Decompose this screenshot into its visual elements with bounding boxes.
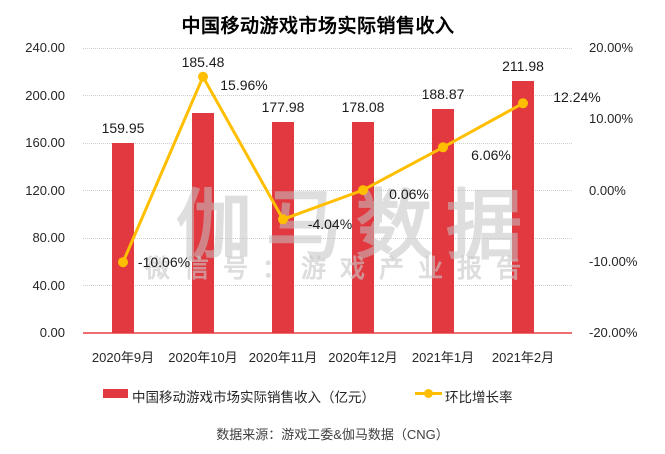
line-point-marker <box>358 185 368 196</box>
y-axis-left-tick: 80.00 <box>32 230 65 245</box>
gridline <box>83 142 572 144</box>
x-axis-label: 2020年12月 <box>328 350 398 365</box>
line-point-marker <box>118 257 128 268</box>
line-point-marker <box>198 71 208 82</box>
x-axis-label: 2021年1月 <box>411 350 475 365</box>
legend-label-revenue: 中国移动游戏市场实际销售收入（亿元） <box>132 390 375 405</box>
line-point-marker <box>518 98 528 109</box>
revenue-bar <box>192 112 214 333</box>
gridline <box>83 285 572 286</box>
watermark-subtext: 微信号：游戏产业报告 <box>145 255 536 283</box>
bar-value-label: 177.98 <box>261 98 305 115</box>
growth-value-label: 6.06% <box>471 147 511 164</box>
line-point-marker <box>438 142 448 153</box>
gridline <box>83 47 572 49</box>
y-axis-left-tick: 200.00 <box>25 87 65 103</box>
footer-source: 数据来源：游戏工委&伽马数据（CNG） <box>216 427 449 442</box>
chart-title: 中国移动游戏市场实际销售收入 <box>181 16 455 37</box>
y-axis-right-tick: 10.00% <box>589 111 634 127</box>
gridline <box>83 95 572 96</box>
watermark-text: 伽马数据 <box>176 184 536 269</box>
y-axis-left-tick: 240.00 <box>25 40 65 55</box>
y-axis-right-tick: 0.00% <box>589 182 626 198</box>
line-point-marker <box>278 214 288 225</box>
x-axis-label: 2020年11月 <box>248 350 318 365</box>
growth-value-label: -10.06% <box>137 254 191 271</box>
revenue-bar <box>352 121 374 333</box>
revenue-bar <box>272 121 294 333</box>
y-axis-left-tick: 160.00 <box>25 135 65 150</box>
y-axis-left-tick: 0.00 <box>39 325 65 340</box>
x-axis-label: 2021年2月 <box>491 350 555 365</box>
bar-value-label: 188.87 <box>421 85 465 102</box>
bar-value-label: 159.95 <box>101 120 145 137</box>
legend-dot-growth <box>424 389 433 398</box>
y-axis-right-tick: -10.00% <box>589 253 638 269</box>
growth-line-path <box>121 75 524 263</box>
y-axis-right-tick: 20.00% <box>589 40 634 55</box>
revenue-bar <box>512 81 534 333</box>
y-axis-left-tick: 40.00 <box>32 277 65 293</box>
bar-value-label: 185.48 <box>181 53 225 70</box>
legend-label-growth: 环比增长率 <box>445 390 513 405</box>
y-axis-left-tick: 120.00 <box>25 182 65 198</box>
bar-value-label: 178.08 <box>341 98 385 115</box>
gridline <box>83 237 572 239</box>
bar-value-label: 211.98 <box>502 58 544 75</box>
gridline <box>83 190 572 191</box>
growth-value-label: 12.24% <box>553 89 601 106</box>
revenue-bar <box>432 108 454 333</box>
legend-swatch-revenue <box>103 389 128 398</box>
x-axis-label: 2020年10月 <box>168 350 238 365</box>
y-axis-right-tick: -20.00% <box>589 325 638 340</box>
growth-value-label: 15.96% <box>220 76 268 93</box>
revenue-bar <box>112 143 134 333</box>
x-axis-baseline <box>83 332 572 334</box>
x-axis-label: 2020年9月 <box>91 350 155 365</box>
growth-value-label: -4.04% <box>307 216 353 233</box>
growth-value-label: 0.06% <box>389 186 429 203</box>
